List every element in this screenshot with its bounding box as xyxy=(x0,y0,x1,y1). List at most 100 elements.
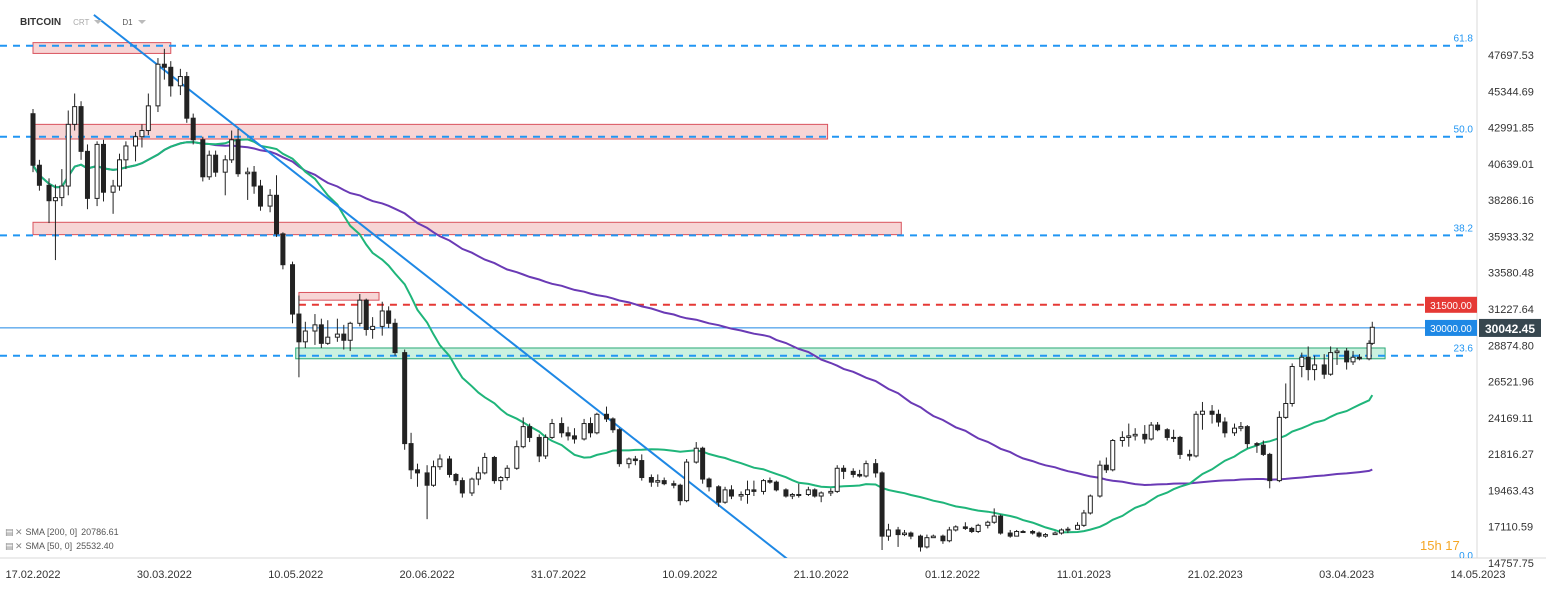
candle-body xyxy=(334,333,340,338)
candle-body xyxy=(235,139,241,175)
candle-body xyxy=(571,435,577,440)
candle-body xyxy=(341,333,347,341)
candle-body xyxy=(1267,453,1273,482)
candle-body xyxy=(78,106,84,152)
candle-body xyxy=(639,460,645,479)
y-tick-label: 33580.48 xyxy=(1488,268,1534,280)
chevron-down-icon[interactable] xyxy=(137,20,146,24)
x-tick-label: 21.10.2022 xyxy=(794,569,849,581)
close-icon[interactable]: ✕ xyxy=(15,526,23,537)
fib-level-label: 23.6 xyxy=(1454,344,1474,355)
candle-body xyxy=(430,466,436,486)
candle-body xyxy=(139,130,145,138)
candle-body xyxy=(222,159,228,173)
candle-body xyxy=(1305,356,1311,371)
candle-body xyxy=(930,535,936,539)
candle-body xyxy=(991,515,997,523)
candle-body xyxy=(1058,529,1064,534)
candle-body xyxy=(177,76,183,87)
candle-body xyxy=(744,489,750,495)
candle-body xyxy=(1164,429,1170,438)
y-tick-label: 45344.69 xyxy=(1488,86,1534,98)
candle-body xyxy=(738,493,744,497)
candle-body xyxy=(953,526,959,531)
candle-body xyxy=(632,458,638,462)
candle-body xyxy=(1126,435,1132,438)
candle-body xyxy=(347,322,353,341)
x-tick-label: 10.05.2022 xyxy=(268,569,323,581)
candle-body xyxy=(1289,365,1295,405)
fib-level-label: 0.0 xyxy=(1459,551,1473,562)
price-level-badge: 30000.00 xyxy=(1430,324,1472,335)
symbol-name[interactable]: BITCOIN xyxy=(20,16,62,28)
candle-body xyxy=(1081,512,1087,526)
y-tick-label: 28874.80 xyxy=(1488,340,1534,352)
candle-body xyxy=(1020,531,1026,534)
candle-body xyxy=(257,185,263,207)
candle-body xyxy=(863,463,869,477)
chevron-down-icon[interactable] xyxy=(94,20,103,24)
candle-body xyxy=(290,264,296,315)
candle-body xyxy=(267,194,273,207)
candle-body xyxy=(761,480,767,492)
x-tick-label: 31.07.2022 xyxy=(531,569,586,581)
candle-body xyxy=(437,458,443,468)
timeframe-label[interactable]: D1 xyxy=(122,17,133,27)
candle-body xyxy=(514,446,520,469)
close-icon[interactable]: ✕ xyxy=(15,540,23,551)
candle-body xyxy=(610,418,616,431)
candle-body xyxy=(30,113,36,166)
indicator-settings-icon[interactable]: ▤ xyxy=(5,541,14,551)
candle-body xyxy=(985,521,991,526)
y-tick-label: 24169.11 xyxy=(1488,413,1533,425)
candle-body xyxy=(783,489,789,497)
candle-body xyxy=(834,467,840,492)
x-tick-label: 21.02.2023 xyxy=(1188,569,1243,581)
candle-body xyxy=(1177,436,1183,455)
candle-body xyxy=(1238,426,1244,429)
candle-body xyxy=(1356,356,1362,360)
candle-body xyxy=(998,515,1004,534)
candle-body xyxy=(879,472,885,537)
chart-mode-label[interactable]: CRT xyxy=(73,17,90,27)
candle-body xyxy=(1222,421,1228,434)
candle-body xyxy=(1366,342,1372,360)
candle-body xyxy=(245,171,251,175)
candle-body xyxy=(565,432,571,437)
candle-body xyxy=(1187,453,1193,457)
candle-body xyxy=(1030,531,1036,534)
candle-body xyxy=(885,529,891,537)
y-tick-label: 35933.32 xyxy=(1488,231,1534,243)
candle-body xyxy=(1321,364,1327,375)
candle-body xyxy=(1142,433,1148,440)
trendline xyxy=(93,14,788,558)
candle-body xyxy=(789,493,795,497)
y-tick-label: 14757.75 xyxy=(1488,558,1534,570)
resistance-zone xyxy=(298,291,380,301)
candle-body xyxy=(206,154,212,178)
x-tick-label: 20.06.2022 xyxy=(400,569,455,581)
zones-layer xyxy=(32,42,1386,360)
fib-level-label: 61.8 xyxy=(1454,34,1474,45)
candle-body xyxy=(1209,410,1215,415)
candle-body xyxy=(312,324,318,332)
candle-body xyxy=(962,526,968,529)
indicator-settings-icon[interactable]: ▤ xyxy=(5,527,14,537)
y-tick-label: 38286.16 xyxy=(1488,195,1534,207)
candle-body xyxy=(1312,364,1318,371)
candle-body xyxy=(94,143,100,199)
candle-body xyxy=(908,532,914,537)
candle-body xyxy=(587,423,593,434)
candle-body xyxy=(716,486,722,503)
candle-body xyxy=(1231,427,1237,434)
candle-body xyxy=(604,413,610,420)
x-tick-label: 03.04.2023 xyxy=(1319,569,1374,581)
sma-200-line xyxy=(32,141,1373,487)
candle-body xyxy=(1148,424,1154,440)
trendline-layer[interactable] xyxy=(93,14,796,566)
candle-body xyxy=(453,473,459,482)
candle-body xyxy=(818,492,824,497)
candle-body xyxy=(661,480,667,485)
